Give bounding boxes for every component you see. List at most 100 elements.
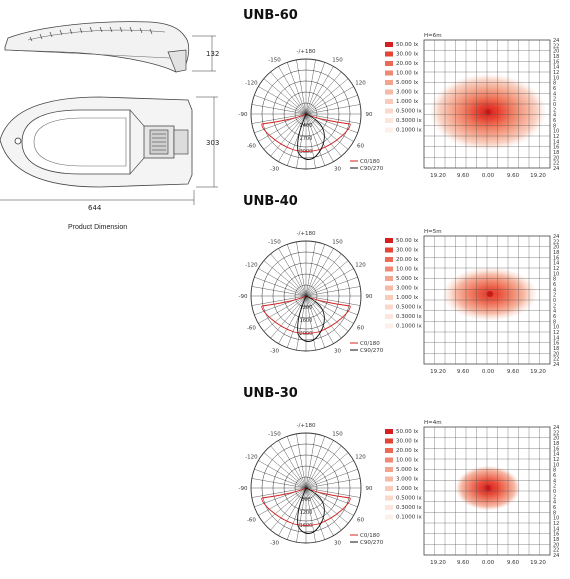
lux-level-label: 0.5000 lx (396, 305, 423, 311)
grid-y-label: 24 (553, 38, 559, 44)
lux-swatch (385, 486, 393, 491)
grid-y-label: 22 (553, 239, 559, 245)
polar-spoke (263, 260, 307, 297)
grid-y-label: 24 (553, 553, 559, 559)
grid-y-label: 4 (553, 309, 556, 315)
polar-angle-label: 30 (334, 541, 341, 547)
grid-y-label: 16 (553, 255, 559, 261)
lux-level-label: 0.3000 lx (396, 505, 423, 511)
lux-swatch (385, 70, 393, 76)
lux-legend: 50.00 lx 30.00 lx 20.00 lx 10.00 lx 5.000 lx… (385, 429, 423, 521)
polar-spoke (287, 244, 307, 297)
polar-spoke (305, 113, 342, 157)
polar-spoke (305, 487, 334, 536)
polar-angle-label: -90 (239, 112, 248, 118)
lux-level-label: 0.3000 lx (396, 118, 423, 124)
polar-radial-label: 1600 (300, 318, 313, 324)
lux-swatch (385, 505, 393, 510)
grid-x-label: 0.00 (482, 173, 495, 179)
grid-y-label: 16 (553, 145, 559, 151)
polar-spoke (305, 113, 361, 124)
grid-y-label: 0 (553, 102, 556, 108)
grid-y-label: 10 (553, 75, 559, 81)
grid-y-label: 8 (553, 319, 556, 325)
model-section-unb-40: UNB-40-/+180150-150120-12090-9060-6030-3… (239, 194, 560, 375)
isolux-center (487, 291, 493, 297)
polar-radial-label: 800 (301, 497, 311, 503)
curve-c0-180 (261, 487, 351, 526)
polar-spoke (305, 436, 325, 489)
polar-radial-label: 1600 (300, 523, 313, 529)
grid-y-label: 10 (553, 325, 559, 331)
model-title: UNB-40 (243, 194, 298, 209)
polar-spoke (296, 241, 307, 297)
lux-swatch (385, 514, 393, 520)
grid-x-label: 9.60 (457, 173, 470, 179)
grid-y-label: 24 (553, 362, 559, 368)
grid-y-label: 24 (553, 234, 559, 240)
polar-spoke (258, 113, 307, 142)
polar-spoke (305, 452, 349, 489)
grid-y-label: 14 (553, 526, 559, 532)
mount-height: H=5m (424, 229, 442, 235)
polar-spoke (305, 268, 354, 297)
grid-y-label: 2 (553, 293, 556, 299)
polar-spoke (270, 445, 307, 489)
grid-x-label: 9.60 (457, 369, 470, 375)
polar-spoke (263, 78, 307, 115)
grid-y-label: 0 (553, 298, 556, 304)
polar-angle-label: -120 (245, 81, 258, 87)
grid-y-label: 8 (553, 277, 556, 283)
polar-spoke (296, 113, 307, 169)
polar-angle-label: -60 (247, 144, 256, 150)
polar-spoke (258, 268, 307, 297)
polar-spoke (296, 295, 307, 351)
polar-spoke (305, 469, 358, 489)
grid-x-label: 0.00 (482, 560, 495, 566)
grid-y-label: 8 (553, 81, 556, 87)
grid-y-label: 14 (553, 452, 559, 458)
polar-spoke (278, 295, 307, 344)
grid-y-label: 12 (553, 266, 559, 272)
lux-swatch (385, 247, 393, 253)
lux-swatch (385, 118, 393, 123)
isolux-grid: H=4m242220181614121086420246810121416182… (423, 420, 559, 566)
grid-y-label: 20 (553, 351, 559, 357)
legend-c90-label: C90/270 (360, 348, 384, 354)
lux-level-label: 20.00 lx (396, 448, 419, 454)
lux-swatch (385, 448, 393, 453)
curve-c0-180 (261, 113, 351, 152)
polar-radial-label: 3000 (300, 149, 313, 155)
polar-diagram: -/+180 150 -150 120 -120 90 -90 60 -60 30 -30 2400 2… (239, 49, 384, 173)
lux-level-label: 30.00 lx (396, 439, 419, 445)
grid-y-label: 14 (553, 65, 559, 71)
legend-c90-label: C90/270 (360, 540, 384, 546)
polar-spoke (305, 113, 349, 150)
grid-y-label: 18 (553, 346, 559, 352)
grid-y-label: 20 (553, 436, 559, 442)
lux-level-label: 3.000 lx (396, 477, 419, 483)
grid-x-label: 19.20 (430, 173, 446, 179)
polar-angle-label: -150 (268, 57, 281, 63)
lux-level-label: 0.1000 lx (396, 324, 423, 330)
polar-spoke (305, 62, 325, 115)
polar-spoke (305, 433, 316, 489)
polar-spoke (278, 440, 307, 489)
grid-y-label: 12 (553, 457, 559, 463)
polar-spoke (287, 62, 307, 115)
polar-spoke (305, 66, 334, 115)
grid-y-label: 22 (553, 430, 559, 436)
polar-spoke (305, 487, 316, 543)
polar-spoke (305, 295, 334, 344)
polar-spoke (305, 445, 342, 489)
polar-spoke (270, 113, 307, 157)
polar-spoke (263, 487, 307, 524)
lux-level-label: 50.00 lx (396, 42, 419, 48)
grid-x-label: 19.20 (430, 560, 446, 566)
polar-angle-label: 150 (332, 431, 343, 437)
polar-spoke (305, 487, 342, 531)
polar-spoke (305, 295, 325, 348)
lux-level-label: 5.000 lx (396, 467, 419, 473)
grid-y-label: 22 (553, 548, 559, 554)
